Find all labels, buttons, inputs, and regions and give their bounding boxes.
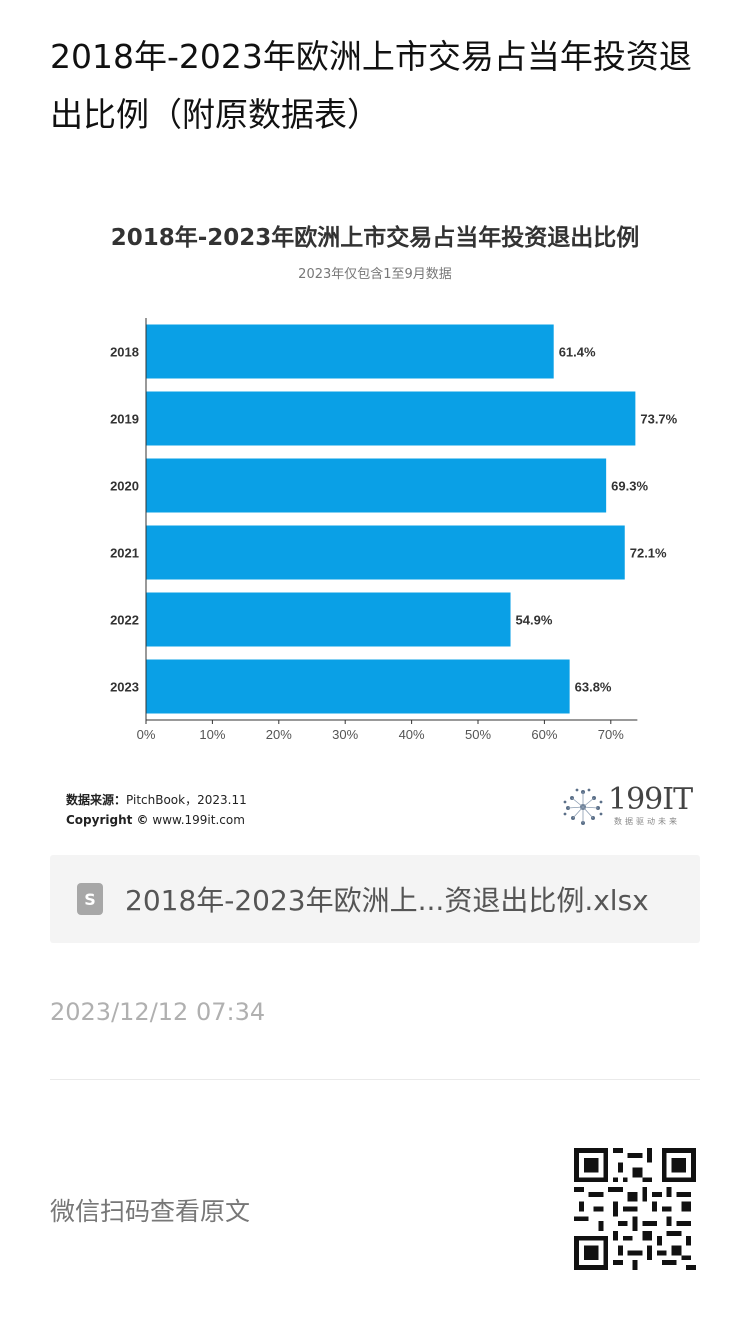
copyright-label: Copyright © — [66, 813, 149, 827]
bar-2020 — [146, 458, 607, 513]
bar-2022 — [146, 592, 511, 647]
bar-2021 — [146, 525, 625, 580]
logo-tagline: 数据驱动未来 — [614, 817, 680, 826]
199it-logo: 199IT 数据驱动未来 — [560, 782, 700, 832]
category-label-2021: 2021 — [110, 546, 139, 561]
spreadsheet-icon: S — [77, 883, 103, 915]
qr-code-icon[interactable] — [574, 1148, 696, 1270]
x-tick-label-3: 30% — [332, 727, 358, 742]
x-tick-label-1: 10% — [199, 727, 225, 742]
value-label-2022: 54.9% — [516, 613, 553, 628]
bar-2019 — [146, 391, 636, 446]
source-block: 数据来源：PitchBook，2023.11 Copyright © www.1… — [66, 790, 247, 830]
divider — [50, 1079, 700, 1080]
attachment-filename[interactable]: 2018年-2023年欧洲上...资退出比例.xlsx — [125, 884, 649, 917]
scan-prompt: 微信扫码查看原文 — [50, 1197, 251, 1226]
x-tick-label-0: 0% — [137, 727, 156, 742]
chart-title: 2018年-2023年欧洲上市交易占当年投资退出比例 — [110, 225, 640, 251]
category-label-2019: 2019 — [110, 412, 139, 427]
value-label-2020: 69.3% — [611, 479, 648, 494]
x-tick-label-6: 60% — [531, 727, 557, 742]
bar-2018 — [146, 324, 554, 379]
category-label-2022: 2022 — [110, 613, 139, 628]
x-tick-label-4: 40% — [399, 727, 425, 742]
x-tick-label-2: 20% — [266, 727, 292, 742]
publish-timestamp: 2023/12/12 07:34 — [50, 998, 266, 1026]
dandelion-icon — [563, 788, 603, 825]
chart-subtitle: 2023年仅包含1至9月数据 — [298, 267, 452, 282]
category-label-2020: 2020 — [110, 479, 139, 494]
bar-2023 — [146, 659, 570, 714]
x-tick-label-5: 50% — [465, 727, 491, 742]
category-label-2023: 2023 — [110, 680, 139, 695]
source-label: 数据来源： — [66, 793, 127, 807]
copyright-text: www.199it.com — [152, 813, 245, 827]
value-label-2019: 73.7% — [640, 412, 677, 427]
category-label-2018: 2018 — [110, 345, 139, 360]
value-label-2021: 72.1% — [630, 546, 667, 561]
logo-text: 199IT — [608, 782, 693, 817]
page-title: 2018年-2023年欧洲上市交易占当年投资退出比例（附原数据表） — [50, 37, 692, 134]
source-text: PitchBook，2023.11 — [126, 793, 247, 807]
value-label-2018: 61.4% — [559, 345, 596, 360]
attachment-card[interactable]: S 2018年-2023年欧洲上...资退出比例.xlsx — [50, 855, 700, 943]
bar-chart: 2018 61.4% 2019 73.7% 2020 69.3% 2021 72.1% 2022… — [110, 318, 678, 742]
value-label-2023: 63.8% — [575, 680, 612, 695]
x-tick-label-7: 70% — [598, 727, 624, 742]
